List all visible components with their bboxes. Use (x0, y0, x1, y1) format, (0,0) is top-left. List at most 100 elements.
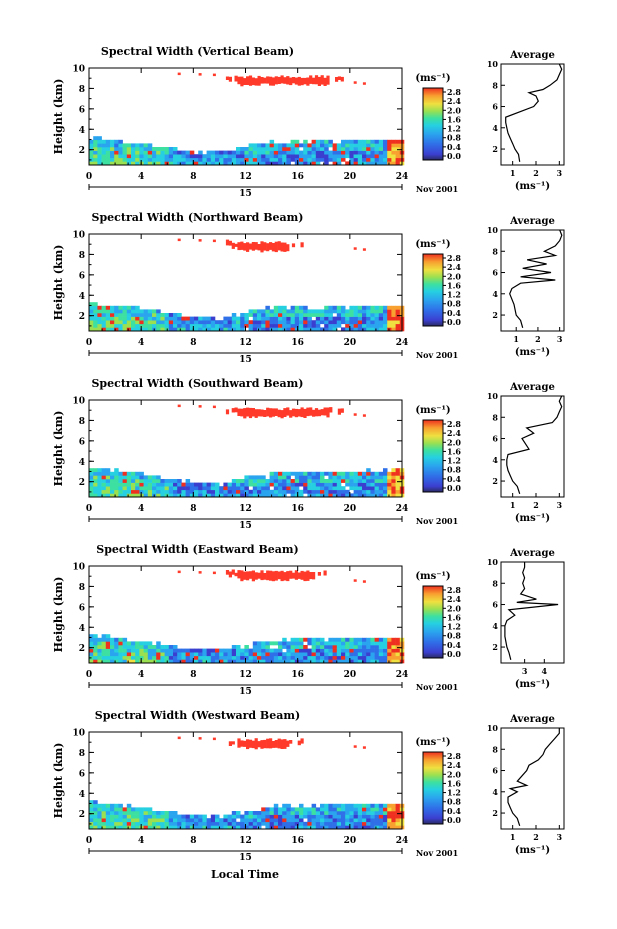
heatmap-cell (93, 157, 98, 162)
heatmap-cell (244, 493, 249, 498)
heatmap-cell (160, 482, 165, 487)
heatmap-cell (118, 327, 123, 332)
upper-layer-cell (309, 407, 313, 416)
heatmap-cell (152, 648, 157, 653)
heatmap-cell (378, 821, 384, 826)
heatmap-cell (168, 486, 174, 491)
heatmap-cell (252, 147, 258, 151)
heatmap-cell (164, 316, 170, 321)
heatmap-cell (357, 821, 363, 826)
heatmap-cell (231, 493, 237, 498)
colorbar (422, 419, 444, 493)
heatmap-cell (168, 147, 174, 151)
heatmap-cell (135, 818, 140, 823)
heatmap-cell (248, 161, 254, 166)
heatmap-cell (257, 641, 262, 646)
heatmap-cell (194, 486, 199, 491)
upper-layer-cell (306, 570, 310, 581)
heatmap-cell (269, 655, 275, 660)
heatmap-cell (101, 327, 107, 332)
heatmap-cell (374, 486, 380, 491)
heatmap-cell (131, 811, 136, 815)
heatmap-cell (164, 652, 170, 657)
upper-layer-cell (314, 75, 319, 85)
heatmap-cell (290, 821, 296, 826)
heatmap-cell (118, 486, 123, 491)
heatmap-cell (143, 309, 149, 314)
heatmap-cell (143, 645, 149, 649)
heatmap-cell (282, 147, 287, 151)
upper-layer-cell (248, 571, 253, 579)
heatmap-cell (294, 147, 300, 151)
heatmap-cell (126, 652, 132, 657)
heatmap-cell (378, 479, 384, 483)
heatmap-cell (278, 320, 283, 325)
heatmap-cell (164, 150, 170, 155)
heatmap-cell (299, 313, 304, 317)
heatmap-cell (261, 475, 266, 480)
colorbar-tick-label: 2.0 (447, 271, 461, 281)
heatmap-cell (332, 161, 338, 166)
heatmap-cell (97, 818, 102, 823)
x-tick-label: 20 (344, 338, 357, 348)
heatmap-cell (219, 652, 224, 657)
upper-layer-cell (283, 739, 287, 749)
heatmap-cell (257, 309, 262, 314)
heatmap-cell (236, 493, 241, 498)
heatmap-cell (244, 814, 249, 819)
average-x-tick-label: 2 (535, 334, 541, 344)
heatmap-cell (248, 659, 254, 664)
heatmap-cell (257, 323, 262, 328)
heatmap-cell (93, 645, 98, 649)
heatmap-cell (147, 655, 153, 660)
upper-layer-cell (340, 408, 344, 413)
heatmap-cell (332, 807, 338, 812)
heatmap-cell (273, 313, 279, 317)
heatmap-cell (353, 814, 359, 819)
heatmap-cell (202, 821, 207, 826)
heatmap-cell (315, 313, 321, 317)
heatmap-cell (152, 154, 157, 159)
heatmap-cell (118, 655, 123, 660)
heatmap-cell (89, 139, 94, 144)
heatmap-cell (366, 641, 371, 646)
upper-layer (177, 72, 366, 87)
heatmap-cell (97, 645, 102, 649)
average-y-tick-label: 10 (487, 723, 499, 733)
heatmap-cell (181, 814, 186, 819)
heatmap-cell (227, 320, 233, 325)
heatmap-cell (177, 161, 182, 166)
date-label: 15 (239, 355, 252, 365)
heatmap-cell (370, 825, 375, 830)
average-profile-line (509, 229, 563, 328)
upper-layer-cell (248, 243, 253, 250)
upper-layer-cell (228, 571, 232, 578)
heatmap-cell (164, 320, 170, 325)
heatmap-cell (101, 821, 107, 826)
colorbar-unit: (ms⁻¹) (415, 73, 450, 84)
heatmap-cell (93, 637, 98, 642)
heatmap-cell (105, 327, 111, 332)
heatmap-cell (122, 316, 128, 321)
heatmap-cell (89, 479, 94, 483)
heatmap-cell (215, 821, 220, 826)
colorbar-tick-label: 2.0 (447, 105, 461, 115)
heatmap-cell (294, 157, 300, 162)
heatmap-cell (282, 655, 287, 660)
heatmap-cell (227, 157, 233, 162)
heatmap-cell (294, 309, 300, 314)
heatmap-cell (378, 313, 384, 317)
heatmap-cell (156, 814, 161, 819)
heatmap-cell (273, 161, 279, 166)
heatmap-cell (395, 471, 401, 476)
heatmap-cell (278, 648, 283, 653)
heatmap-cell (122, 493, 128, 498)
heatmap-cell (328, 482, 333, 487)
heatmap-cell (282, 316, 287, 321)
colorbar (422, 253, 444, 327)
heatmap-cell (290, 652, 296, 657)
colorbar-tick-label: 1.2 (447, 456, 461, 466)
heatmap-cell (328, 652, 333, 657)
heatmap-cell (345, 655, 350, 660)
heatmap-cell (173, 489, 178, 494)
